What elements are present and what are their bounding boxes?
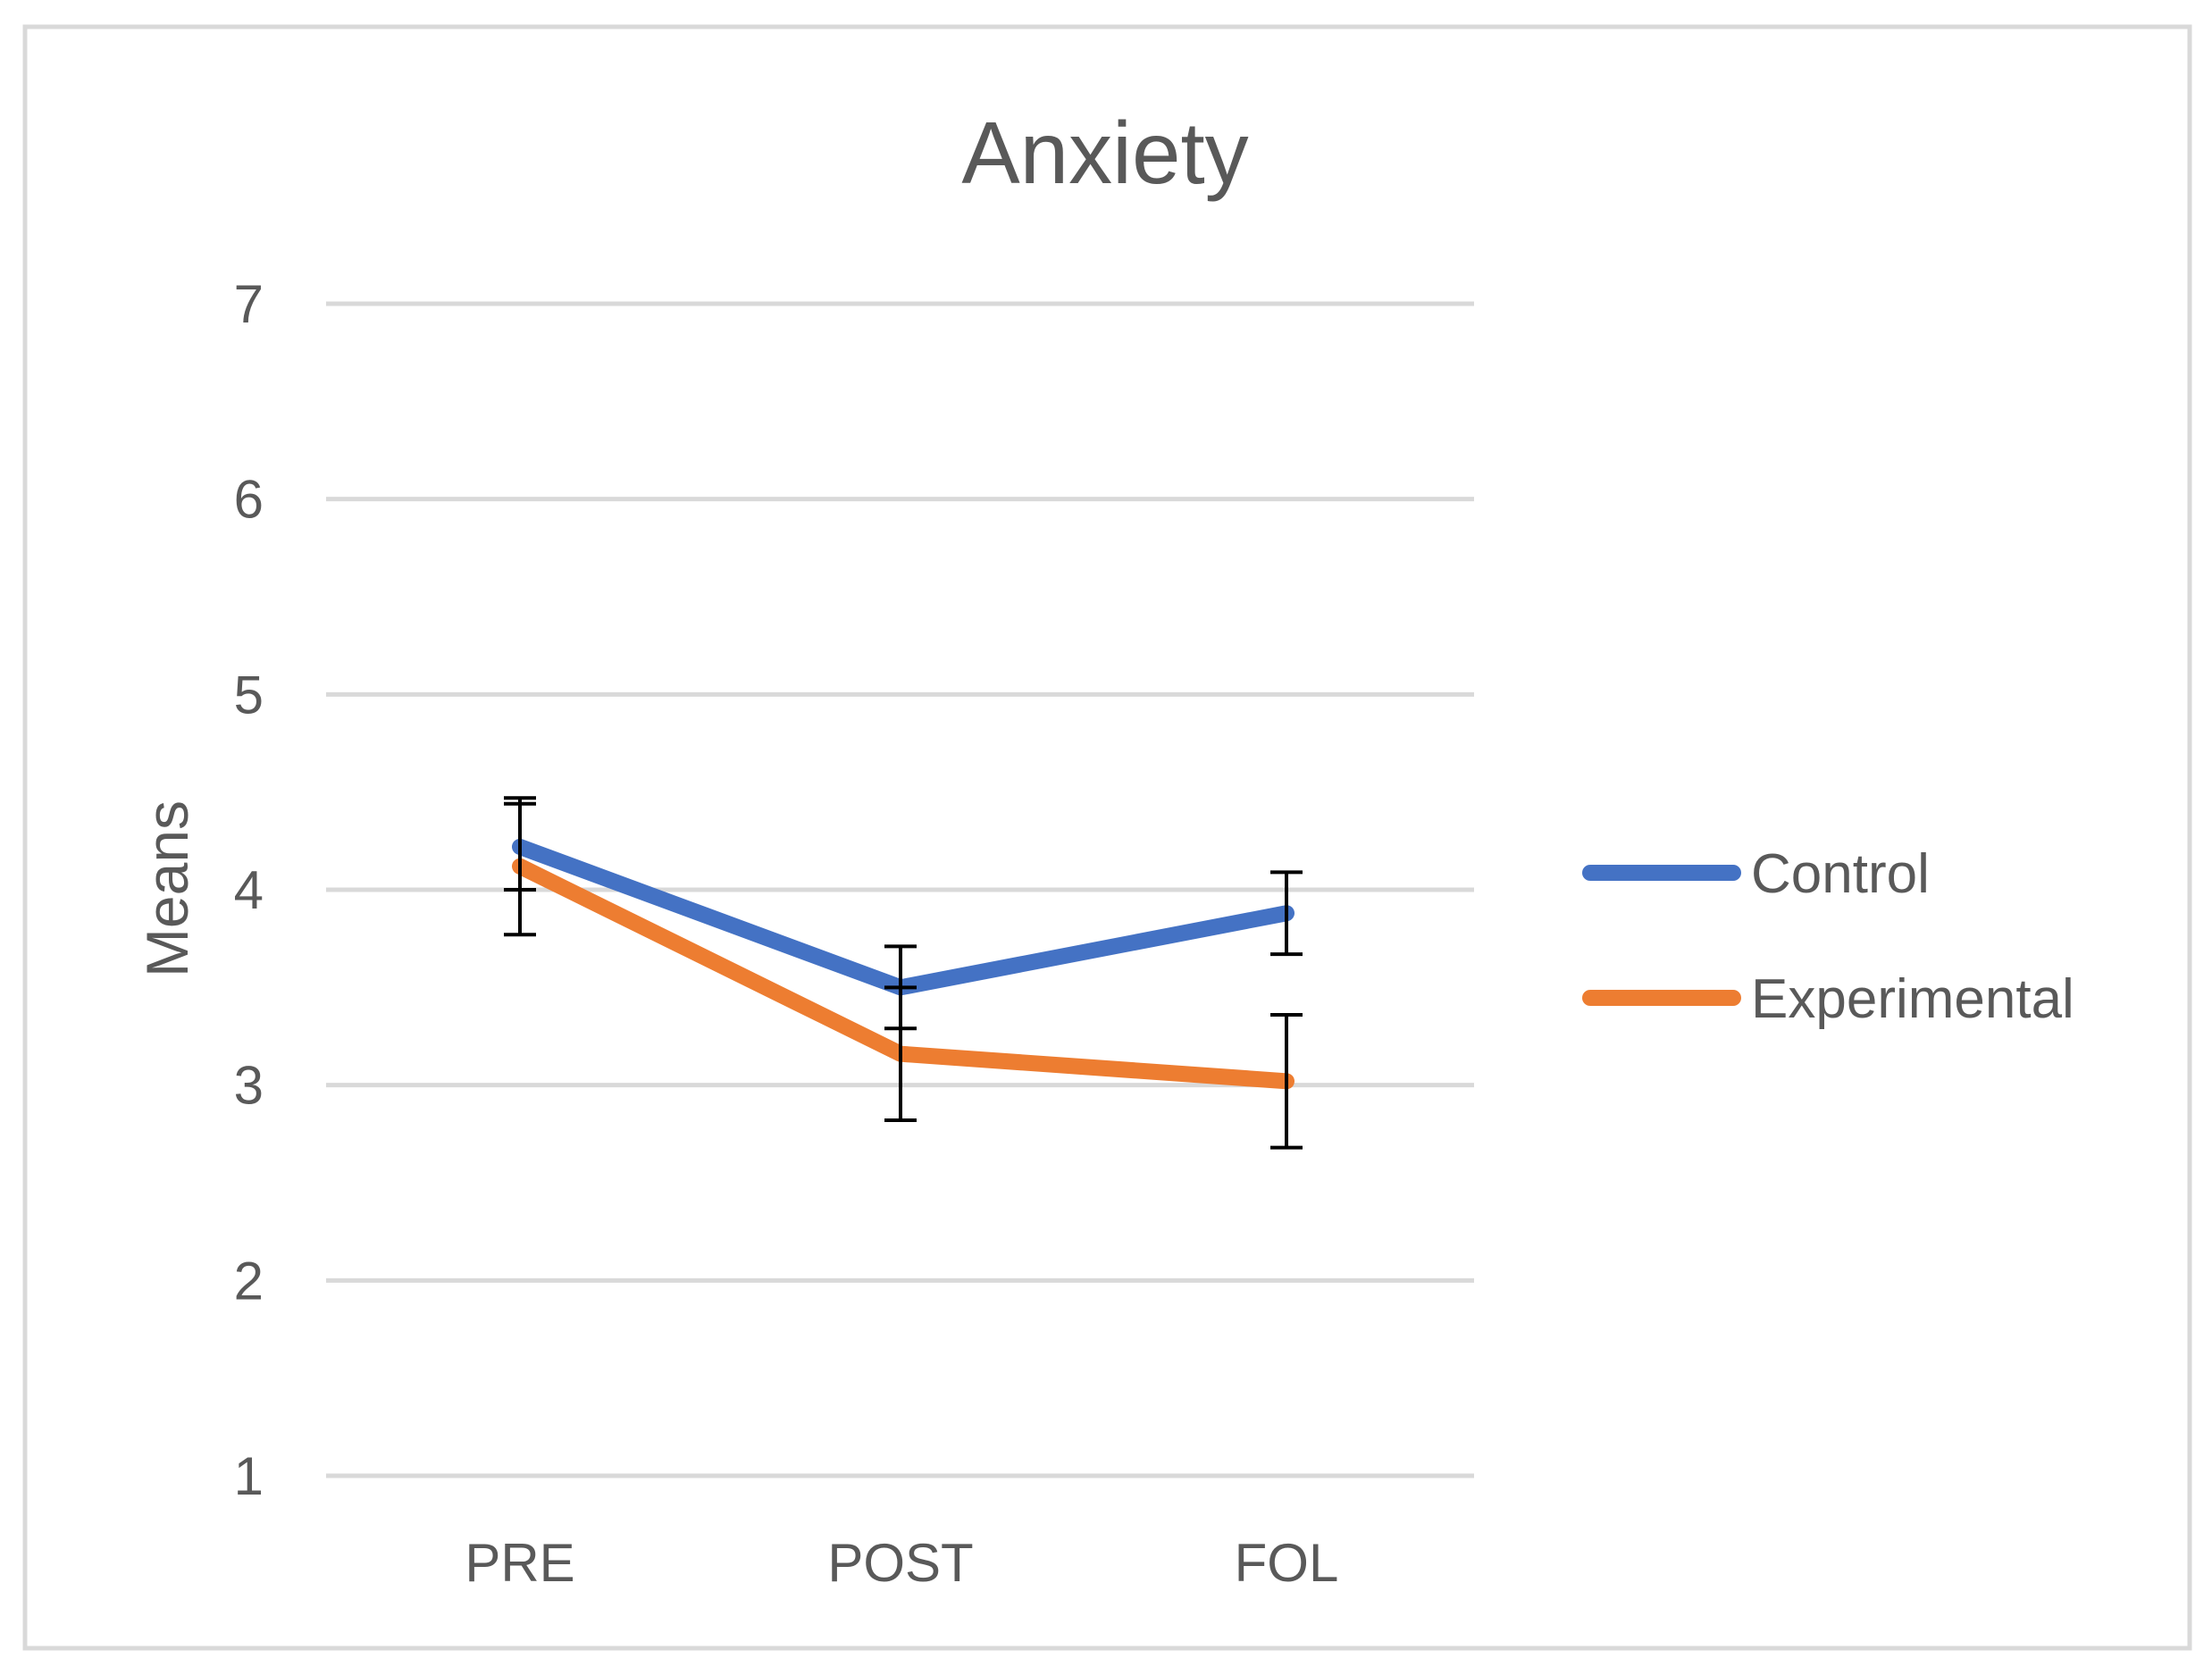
x-tick-label: POST bbox=[827, 1533, 973, 1593]
error-bar-experimental-post bbox=[884, 985, 917, 1123]
x-axis-ticks: PRE POST FOL bbox=[465, 1533, 1338, 1593]
y-tick-label: 4 bbox=[234, 860, 264, 920]
y-tick-label: 6 bbox=[234, 470, 264, 530]
x-tick-label: FOL bbox=[1235, 1533, 1339, 1593]
y-tick-label: 5 bbox=[234, 665, 264, 724]
chart-title: Anxiety bbox=[961, 104, 1248, 202]
y-tick-label: 7 bbox=[234, 274, 264, 334]
legend-entry-experimental: Experimental bbox=[1582, 968, 2074, 1030]
y-tick-label: 3 bbox=[234, 1056, 264, 1116]
y-axis-title: Means bbox=[134, 800, 200, 977]
y-tick-label: 2 bbox=[234, 1251, 264, 1311]
legend: Control Experimental bbox=[1582, 843, 2074, 1030]
error-bar-control-fol bbox=[1270, 870, 1303, 957]
error-bar-experimental-pre bbox=[504, 796, 536, 937]
x-tick-label: PRE bbox=[465, 1533, 574, 1593]
y-axis-ticks: 1 2 3 4 5 6 7 bbox=[234, 274, 264, 1506]
chart-border bbox=[22, 24, 2192, 1651]
legend-label: Control bbox=[1751, 843, 1930, 905]
legend-entry-control: Control bbox=[1582, 843, 1930, 905]
legend-label: Experimental bbox=[1751, 968, 2074, 1030]
error-bars bbox=[504, 796, 1303, 1150]
error-bar-experimental-fol bbox=[1270, 1012, 1303, 1150]
y-tick-label: 1 bbox=[234, 1446, 264, 1506]
